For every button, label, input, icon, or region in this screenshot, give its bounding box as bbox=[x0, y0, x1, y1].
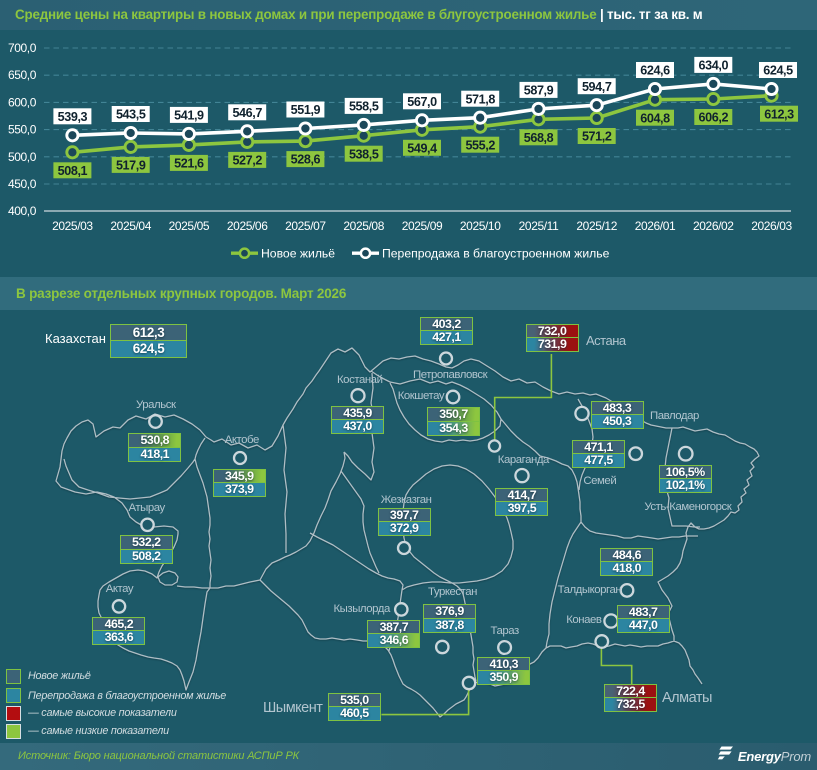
svg-text:624,5: 624,5 bbox=[763, 64, 793, 78]
svg-text:2025/09: 2025/09 bbox=[402, 219, 443, 233]
svg-text:508,1: 508,1 bbox=[58, 164, 88, 178]
svg-text:2025/08: 2025/08 bbox=[343, 219, 384, 233]
svg-text:2025/06: 2025/06 bbox=[227, 219, 268, 233]
svg-text:450,0: 450,0 bbox=[8, 177, 37, 191]
svg-text:2025/07: 2025/07 bbox=[285, 219, 326, 233]
svg-text:600,0: 600,0 bbox=[8, 95, 37, 109]
svg-text:543,5: 543,5 bbox=[116, 108, 146, 122]
svg-text:538,5: 538,5 bbox=[349, 147, 379, 161]
svg-text:594,7: 594,7 bbox=[582, 80, 612, 94]
svg-text:517,9: 517,9 bbox=[116, 159, 146, 173]
svg-text:624,6: 624,6 bbox=[640, 64, 670, 78]
svg-text:Новое жильё: Новое жильё bbox=[261, 246, 335, 260]
svg-text:541,9: 541,9 bbox=[174, 109, 204, 123]
svg-text:2026/01: 2026/01 bbox=[635, 219, 676, 233]
svg-text:568,8: 568,8 bbox=[524, 131, 554, 145]
svg-text:571,2: 571,2 bbox=[582, 130, 612, 144]
svg-text:2025/03: 2025/03 bbox=[52, 219, 93, 233]
svg-text:527,2: 527,2 bbox=[232, 154, 262, 168]
svg-text:700,0: 700,0 bbox=[8, 41, 37, 55]
svg-text:2026/03: 2026/03 bbox=[751, 219, 792, 233]
svg-text:612,3: 612,3 bbox=[764, 107, 794, 121]
svg-text:2025/04: 2025/04 bbox=[110, 219, 151, 233]
svg-text:2025/05: 2025/05 bbox=[169, 219, 210, 233]
svg-text:650,0: 650,0 bbox=[8, 68, 37, 82]
svg-text:634,0: 634,0 bbox=[699, 59, 729, 73]
svg-text:400,0: 400,0 bbox=[8, 204, 37, 218]
svg-text:606,2: 606,2 bbox=[699, 111, 729, 125]
svg-text:2025/11: 2025/11 bbox=[519, 219, 559, 233]
svg-text:587,9: 587,9 bbox=[524, 84, 554, 98]
svg-text:521,6: 521,6 bbox=[174, 157, 204, 171]
svg-text:Перепродажа в благоустроенном: Перепродажа в благоустроенном жилье bbox=[382, 246, 610, 260]
svg-text:567,0: 567,0 bbox=[407, 95, 437, 109]
svg-text:558,5: 558,5 bbox=[349, 100, 379, 114]
svg-text:571,8: 571,8 bbox=[465, 92, 495, 106]
svg-text:546,7: 546,7 bbox=[232, 106, 262, 120]
svg-text:528,6: 528,6 bbox=[291, 153, 321, 167]
svg-text:539,3: 539,3 bbox=[58, 110, 88, 124]
svg-text:2026/02: 2026/02 bbox=[693, 219, 734, 233]
svg-text:551,9: 551,9 bbox=[291, 103, 321, 117]
svg-text:555,2: 555,2 bbox=[465, 138, 495, 152]
svg-text:604,8: 604,8 bbox=[640, 111, 670, 125]
svg-text:2025/10: 2025/10 bbox=[460, 219, 501, 233]
svg-text:2025/12: 2025/12 bbox=[576, 219, 617, 233]
svg-text:500,0: 500,0 bbox=[8, 150, 37, 164]
svg-text:550,0: 550,0 bbox=[8, 123, 37, 137]
svg-text:549,4: 549,4 bbox=[407, 141, 437, 155]
